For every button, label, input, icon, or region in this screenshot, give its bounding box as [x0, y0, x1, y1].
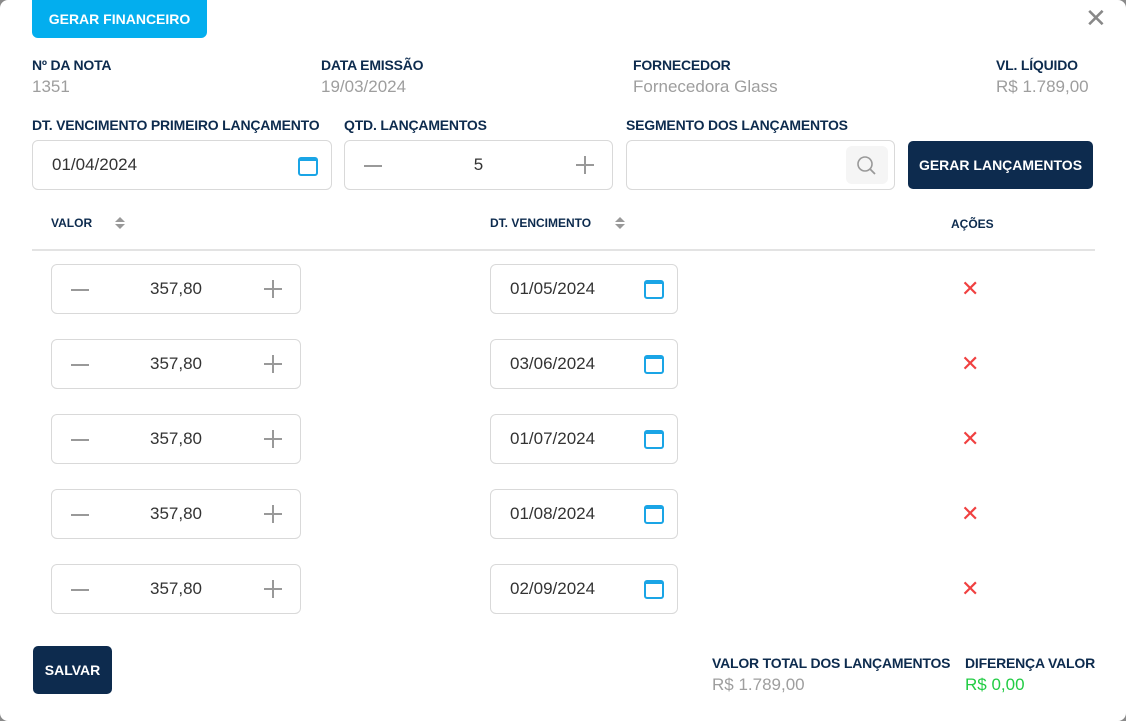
delete-icon[interactable]: ✕: [961, 351, 980, 376]
value-stepper[interactable]: 357,80: [51, 264, 301, 314]
calendar-icon[interactable]: [644, 505, 664, 524]
first-due-date-value: 01/04/2024: [52, 155, 138, 174]
search-icon: [857, 156, 876, 175]
sort-icon[interactable]: [115, 216, 125, 230]
issue-date-label: DATA EMISSÃO: [321, 57, 424, 73]
plus-icon[interactable]: [264, 430, 282, 448]
plus-icon[interactable]: [264, 280, 282, 298]
minus-icon[interactable]: [71, 289, 89, 291]
column-due-date[interactable]: DT. VENCIMENTO: [490, 216, 592, 230]
qty-stepper[interactable]: 5: [344, 140, 613, 190]
close-icon[interactable]: ✕: [1085, 3, 1107, 33]
value-input[interactable]: 357,80: [150, 279, 202, 298]
due-date-input[interactable]: 02/09/2024: [490, 564, 678, 614]
plus-icon[interactable]: [264, 505, 282, 523]
delete-icon[interactable]: ✕: [961, 576, 980, 601]
due-date-input[interactable]: 03/06/2024: [490, 339, 678, 389]
save-button[interactable]: SALVAR: [33, 646, 112, 694]
generate-entries-button[interactable]: GERAR LANÇAMENTOS: [908, 141, 1093, 189]
minus-icon[interactable]: [71, 514, 89, 516]
total-value: R$ 1.789,00: [712, 675, 805, 694]
due-date-value[interactable]: 03/06/2024: [510, 354, 596, 373]
calendar-icon[interactable]: [644, 280, 664, 299]
due-date-value[interactable]: 01/07/2024: [510, 429, 596, 448]
plus-icon[interactable]: [264, 355, 282, 373]
delete-icon[interactable]: ✕: [961, 501, 980, 526]
minus-icon[interactable]: [71, 439, 89, 441]
note-number: 1351: [32, 77, 70, 96]
value-stepper[interactable]: 357,80: [51, 489, 301, 539]
generate-financial-button[interactable]: GERAR FINANCEIRO: [32, 0, 207, 38]
search-button[interactable]: [846, 146, 888, 184]
segment-input[interactable]: [626, 140, 895, 190]
minus-icon[interactable]: [364, 165, 382, 167]
due-date-input[interactable]: 01/07/2024: [490, 414, 678, 464]
first-due-label: DT. VENCIMENTO PRIMEIRO LANÇAMENTO: [32, 117, 320, 133]
difference-value: R$ 0,00: [965, 675, 1025, 694]
supplier: Fornecedora Glass: [633, 77, 778, 96]
net-value: R$ 1.789,00: [996, 77, 1089, 96]
calendar-icon[interactable]: [644, 580, 664, 599]
value-input[interactable]: 357,80: [150, 429, 202, 448]
value-stepper[interactable]: 357,80: [51, 564, 301, 614]
supplier-label: FORNECEDOR: [633, 57, 731, 73]
calendar-icon[interactable]: [298, 157, 318, 176]
note-number-label: Nº DA NOTA: [32, 57, 112, 73]
value-input[interactable]: 357,80: [150, 504, 202, 523]
calendar-icon[interactable]: [644, 430, 664, 449]
qty-value[interactable]: 5: [473, 155, 484, 174]
delete-icon[interactable]: ✕: [961, 426, 980, 451]
minus-icon[interactable]: [71, 364, 89, 366]
calendar-icon[interactable]: [644, 355, 664, 374]
plus-icon[interactable]: [576, 156, 594, 174]
delete-icon[interactable]: ✕: [961, 276, 980, 301]
issue-date: 19/03/2024: [321, 77, 407, 96]
column-actions: AÇÕES: [951, 217, 994, 231]
due-date-value[interactable]: 01/05/2024: [510, 279, 596, 298]
due-date-value[interactable]: 02/09/2024: [510, 579, 596, 598]
first-due-date-input[interactable]: 01/04/2024: [32, 140, 332, 190]
due-date-value[interactable]: 01/08/2024: [510, 504, 596, 523]
difference-label: DIFERENÇA VALOR: [965, 655, 1096, 671]
due-date-input[interactable]: 01/05/2024: [490, 264, 678, 314]
column-value[interactable]: VALOR: [51, 216, 93, 230]
value-stepper[interactable]: 357,80: [51, 339, 301, 389]
segment-label: SEGMENTO DOS LANÇAMENTOS: [626, 117, 848, 133]
plus-icon[interactable]: [264, 580, 282, 598]
minus-icon[interactable]: [71, 589, 89, 591]
due-date-input[interactable]: 01/08/2024: [490, 489, 678, 539]
total-label: VALOR TOTAL DOS LANÇAMENTOS: [712, 655, 951, 671]
net-value-label: VL. LÍQUIDO: [996, 57, 1078, 73]
value-input[interactable]: 357,80: [150, 579, 202, 598]
header-divider: [32, 249, 1095, 251]
sort-icon[interactable]: [615, 216, 625, 230]
value-stepper[interactable]: 357,80: [51, 414, 301, 464]
qty-label: QTD. LANÇAMENTOS: [344, 117, 487, 133]
value-input[interactable]: 357,80: [150, 354, 202, 373]
